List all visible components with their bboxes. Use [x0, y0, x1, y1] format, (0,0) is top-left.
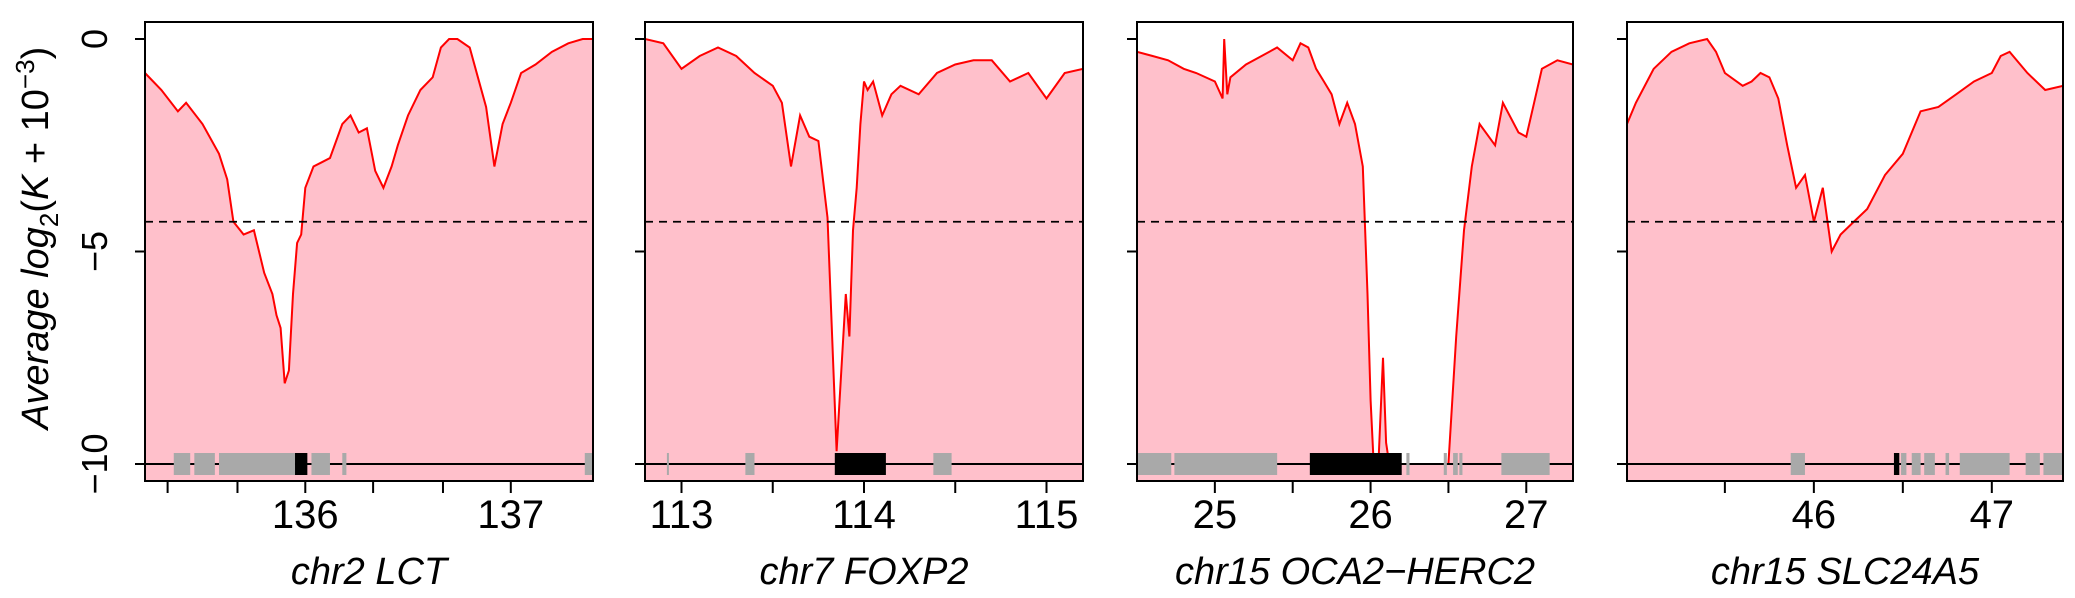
panel-2: 113 114 115 chr7 FOXP2 [635, 21, 1084, 593]
series-line [1627, 37, 2063, 255]
x-axis-label: chr2 LCT [291, 551, 450, 593]
x-tick-label: 26 [1348, 493, 1393, 537]
plot-area [645, 38, 1083, 481]
gene-block [218, 453, 296, 475]
target-gene-block [1893, 453, 1900, 475]
area-fill [1137, 39, 1573, 481]
area-fill [1627, 39, 2063, 481]
x-tick-label: 137 [477, 493, 544, 537]
gene-block [2043, 453, 2063, 475]
gene-block [1137, 453, 1172, 475]
y-axis-label-open-paren: ( [15, 200, 57, 213]
plot-area [1137, 38, 1573, 481]
gene-block [311, 453, 330, 475]
gene-block [1945, 453, 1950, 475]
gene-block [1459, 453, 1463, 475]
series-line [145, 38, 593, 384]
x-axis-label: chr7 FOXP2 [759, 551, 968, 593]
y-tick-label: −5 [74, 231, 115, 272]
x-tick-label: 47 [1970, 493, 2015, 537]
gene-block [1924, 453, 1935, 475]
x-tick-label: 136 [272, 493, 339, 537]
gene-block [1443, 453, 1447, 475]
target-gene-block [1309, 453, 1402, 475]
x-axis-label: chr15 OCA2−HERC2 [1175, 551, 1535, 593]
x-tick-label: 113 [650, 493, 714, 537]
area-fill [645, 39, 1083, 481]
x-tick-label: 114 [832, 493, 896, 537]
x-tick-label: 115 [1015, 493, 1079, 537]
gene-block [1453, 453, 1458, 475]
panel-4: 46 47 chr15 SLC24A5 [1617, 21, 2064, 593]
gene-block [1501, 453, 1550, 475]
gene-block [194, 453, 215, 475]
x-tick-label: 46 [1792, 493, 1837, 537]
y-axis-label-plus: + 10 [15, 89, 57, 175]
gene-block [1901, 453, 1907, 475]
series-line [1137, 38, 1573, 465]
y-axis-label-exponent: −3 [10, 59, 40, 89]
gene-block [584, 453, 593, 475]
gene-block [745, 453, 755, 475]
gene-block [173, 453, 191, 475]
plot-area [145, 38, 593, 481]
y-tick-label: −10 [74, 433, 115, 494]
area-fill [145, 39, 593, 481]
gene-block [1790, 453, 1805, 475]
target-gene-block [834, 453, 886, 475]
gene-block [342, 453, 347, 475]
panel-3: 25 26 27 chr15 OCA2−HERC2 [1127, 21, 1574, 593]
gene-block [1911, 453, 1921, 475]
target-gene-block [295, 453, 308, 475]
x-tick-label: 27 [1504, 493, 1549, 537]
gene-block [2025, 453, 2040, 475]
y-axis-label-close-paren: ) [15, 47, 57, 60]
x-tick-label: 25 [1193, 493, 1238, 537]
y-axis-label-variable: K [15, 173, 57, 200]
plot-area [1627, 37, 2063, 481]
gene-block [1406, 453, 1410, 475]
gene-block [933, 453, 952, 475]
series-line [645, 38, 1083, 452]
y-axis-label-subscript: 2 [34, 213, 64, 227]
gene-block [666, 453, 669, 475]
x-axis-label: chr15 SLC24A5 [1711, 551, 1980, 593]
gene-block [1174, 453, 1278, 475]
gene-block [1959, 453, 2010, 475]
y-axis-label-prefix: Average log [15, 227, 57, 431]
y-axis-label: Average log2(K + 10−3) [10, 47, 64, 432]
panel-1: 0 −5 −10 136 137 chr2 LCT [74, 21, 594, 593]
y-tick-label: 0 [74, 29, 115, 49]
